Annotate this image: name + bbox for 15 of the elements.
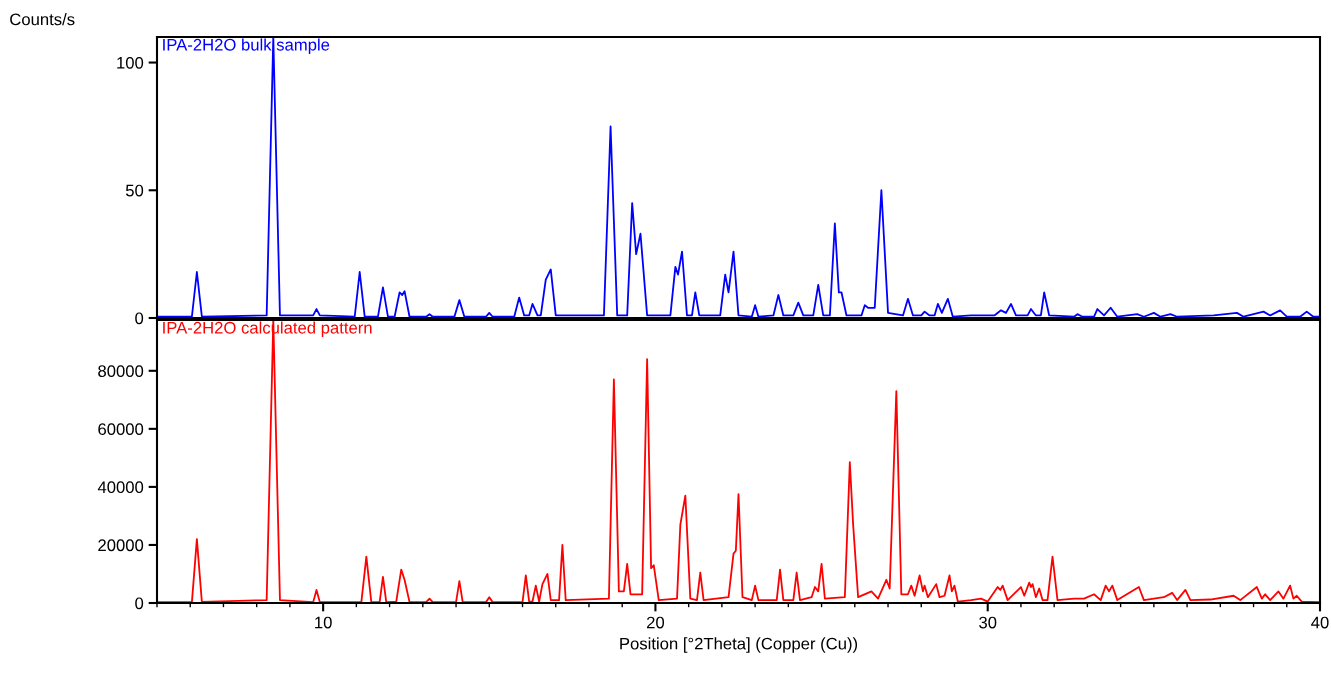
- y-tick-label: 60000: [98, 423, 144, 436]
- y-tick-label: 100: [117, 56, 144, 69]
- y-tick-label: 0: [135, 597, 144, 610]
- x-tick-label: 40: [1311, 616, 1329, 629]
- series-label: IPA-2H2O bulk sample: [163, 38, 330, 54]
- x-tick-label: 20: [647, 616, 665, 629]
- y-tick-label: 0: [135, 312, 144, 325]
- y-tick-label: 50: [125, 184, 144, 197]
- x-axis-title: Position [°2Theta] (Copper (Cu)): [620, 637, 858, 653]
- x-tick-label: 30: [979, 616, 997, 629]
- y-tick-label: 20000: [98, 539, 144, 552]
- y-tick-label: 40000: [97, 481, 144, 494]
- x-tick-label: 10: [315, 616, 332, 629]
- y-axis-title: Counts/s: [10, 13, 75, 26]
- y-tick-label: 80000: [98, 365, 144, 377]
